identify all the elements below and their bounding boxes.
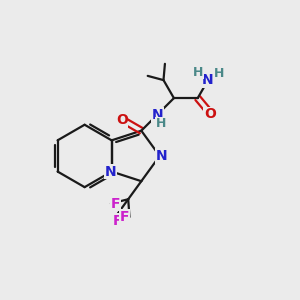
Text: H: H xyxy=(213,67,224,80)
Text: O: O xyxy=(116,113,128,127)
Text: N: N xyxy=(104,164,116,178)
Text: H: H xyxy=(193,66,204,79)
Text: N: N xyxy=(155,149,167,163)
Text: N: N xyxy=(202,73,214,87)
Text: N: N xyxy=(151,108,163,122)
Text: F: F xyxy=(111,196,120,211)
Text: F: F xyxy=(113,214,122,228)
Text: H: H xyxy=(155,117,166,130)
Text: F: F xyxy=(120,210,130,224)
Text: O: O xyxy=(204,107,216,122)
